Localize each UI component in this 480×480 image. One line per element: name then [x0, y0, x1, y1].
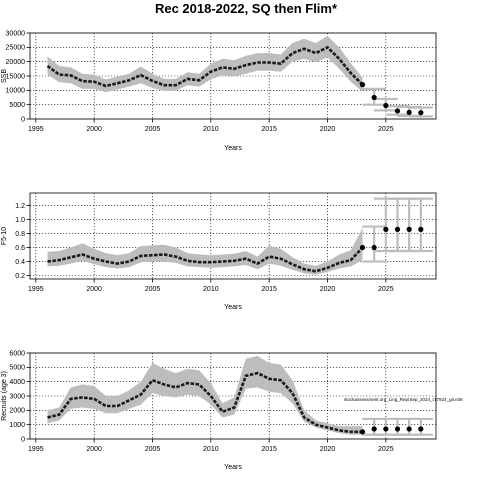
recruits-panel: 1995 2000 2005 2010 2015 2020 2025 0 1000 2000 300… [1, 350, 437, 471]
recruits-projection-point [406, 426, 412, 432]
ssb-projection-point [394, 108, 401, 114]
f-projection-point [394, 226, 401, 232]
ssb-x-tick-label: 2005 [145, 126, 161, 133]
f-x-tick-label: 2010 [203, 286, 219, 293]
recruits-x-tick-label: 2025 [378, 446, 394, 453]
f-y-tick-label: 1.2 [15, 203, 25, 210]
recruits-y-tick-label: 4000 [9, 379, 25, 386]
f-x-tick-label: 2020 [320, 286, 336, 293]
f-projection-point [383, 226, 389, 232]
f-x-tick-label: 2025 [378, 286, 394, 293]
model-note: stockassessment.org_Ling_ReprSep_2024_r1… [344, 397, 463, 402]
recruits-y-tick-label: 2000 [9, 408, 25, 415]
ssb-y-tick-label: 10000 [6, 88, 26, 95]
ssb-y-tick-label: 15000 [6, 73, 26, 80]
f-confidence-band [47, 228, 363, 275]
f-terminal-point [359, 244, 366, 251]
ssb-y-axis-label: SSB [1, 69, 8, 83]
recruits-x-tick-label: 2000 [86, 446, 102, 453]
f-projection-point [371, 244, 377, 251]
f-x-tick-label: 1995 [28, 286, 44, 293]
recruits-terminal-point [359, 429, 366, 435]
recruits-projection-point [394, 426, 401, 432]
f-plot-frame [29, 192, 437, 280]
f-panel: 1995 2000 2005 2010 2015 2020 2025 0.2 0.4 0.6 0.8… [1, 192, 437, 311]
ssb-x-tick-label: 2015 [261, 126, 277, 133]
f-y-tick-label: 0.8 [15, 231, 25, 238]
f-y-axis-label: F5-10 [1, 227, 8, 245]
ssb-panel: 1995 2000 2005 2010 2015 2020 2025 0 5000 10000 15… [1, 30, 437, 152]
recruits-y-tick-label: 6000 [9, 350, 25, 357]
ssb-y-tick-label: 20000 [6, 59, 26, 66]
recruits-x-tick-label: 2010 [203, 446, 219, 453]
recruits-y-tick-label: 1000 [9, 422, 25, 429]
ssb-x-tick-label: 2025 [378, 126, 394, 133]
recruits-y-tick-label: 5000 [9, 365, 25, 372]
ssb-x-tick-label: 1995 [28, 126, 44, 133]
ssb-projection-point [371, 94, 377, 101]
recruits-x-tick-label: 2020 [320, 446, 336, 453]
ssb-projection-point [406, 109, 412, 116]
ssb-projection-point [383, 102, 389, 109]
ssb-projection-point [418, 110, 424, 116]
recruits-y-tick-label: 0 [21, 436, 25, 443]
ssb-x-tick-label: 2000 [86, 126, 102, 133]
ssb-y-tick-label: 25000 [6, 45, 26, 52]
recruits-projection-point [371, 426, 377, 432]
f-projection-point [418, 226, 424, 232]
f-y-tick-label: 0.6 [15, 245, 25, 252]
f-x-axis-label: Years [224, 304, 242, 311]
ssb-x-axis-label: Years [224, 145, 242, 152]
ssb-y-tick-label: 0 [21, 116, 25, 123]
recruits-y-tick-label: 3000 [9, 393, 25, 400]
f-x-tick-label: 2005 [145, 286, 161, 293]
recruits-y-axis-label: Recruits (age 3) [1, 371, 8, 421]
f-x-tick-label: 2015 [261, 286, 277, 293]
recruits-estimate-line [47, 371, 363, 434]
f-x-tick-label: 2000 [86, 286, 102, 293]
f-y-tick-label: 0.2 [15, 273, 25, 280]
f-y-tick-label: 0.4 [15, 259, 25, 266]
ssb-confidence-band [47, 35, 363, 93]
ssb-x-tick-label: 2020 [320, 126, 336, 133]
recruits-x-tick-label: 1995 [28, 446, 44, 453]
f-projection-point [406, 226, 412, 232]
ssb-y-tick-label: 30000 [6, 30, 26, 37]
recruits-confidence-band [47, 355, 363, 435]
figure-title: Rec 2018-2022, SQ then Flim* [155, 1, 338, 16]
ssb-estimate-line [46, 45, 364, 88]
recruits-x-tick-label: 2015 [261, 446, 277, 453]
recruits-projection-point [383, 426, 389, 432]
ssb-y-tick-label: 5000 [9, 102, 25, 109]
ssb-terminal-point [359, 82, 366, 88]
f-y-tick-label: 1.0 [15, 217, 25, 224]
recruits-x-axis-label: Years [224, 464, 242, 471]
recruits-x-tick-label: 2005 [145, 446, 161, 453]
f-estimate-line [47, 246, 364, 273]
recruits-projection-point [418, 426, 424, 432]
ssb-x-tick-label: 2010 [203, 126, 219, 133]
